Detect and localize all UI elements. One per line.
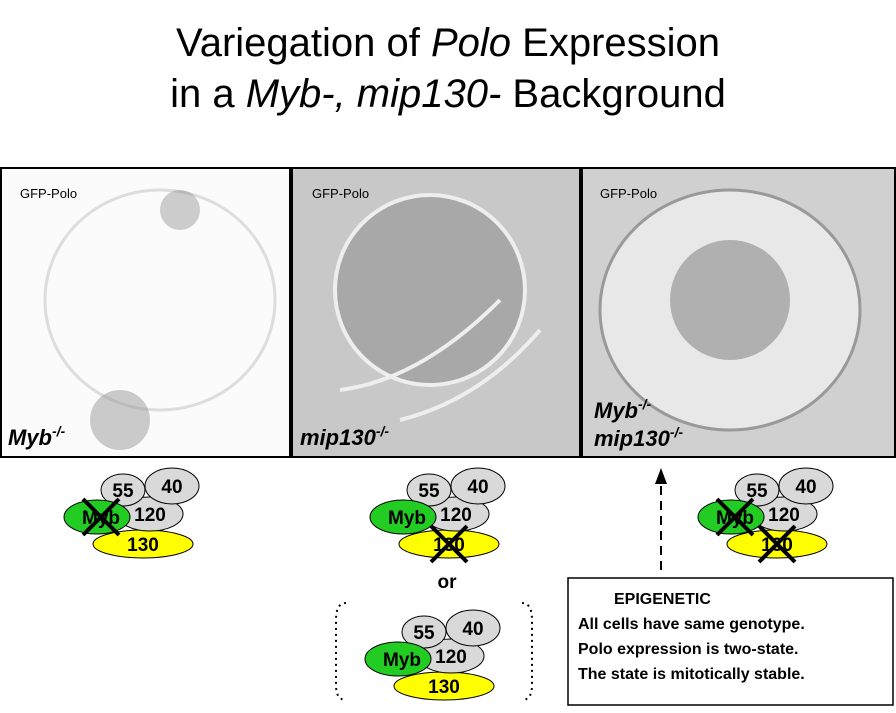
- subunit-label: 40: [161, 477, 182, 498]
- cross: [429, 524, 469, 564]
- subunit: [778, 467, 834, 505]
- panel-label: GFP-Polo: [20, 186, 77, 201]
- subunit: [63, 499, 131, 535]
- subunit: [450, 467, 506, 505]
- panel-2: [291, 167, 581, 458]
- subunit-label: 120: [435, 647, 467, 668]
- cross: [757, 524, 797, 564]
- subunit: [144, 467, 200, 505]
- subunit-label: 40: [462, 619, 483, 640]
- genotype: mip130-/-: [594, 424, 683, 451]
- panel-label: GFP-Polo: [312, 186, 369, 201]
- subunit-label: 55: [746, 481, 768, 502]
- bracket: [335, 602, 347, 701]
- box-line: The state is mitotically stable.: [578, 666, 805, 683]
- epigenetic-box: [567, 577, 894, 706]
- subunit-label: 55: [112, 481, 134, 502]
- title-line-2: in a Myb-, mip130- Background: [170, 72, 726, 116]
- subunit: [369, 499, 437, 535]
- subunit: [364, 641, 432, 677]
- subunit: [697, 499, 765, 535]
- subunit-label: 120: [134, 505, 166, 526]
- box-heading: EPIGENETIC: [614, 591, 711, 608]
- subunit-label: 55: [418, 481, 440, 502]
- subunit-label: 120: [768, 505, 800, 526]
- subunit-label: 120: [440, 505, 472, 526]
- subunit-label: 130: [428, 677, 460, 698]
- box-line: All cells have same genotype.: [578, 616, 805, 633]
- subunit: [445, 609, 501, 647]
- subunit-label: Myb: [388, 508, 426, 529]
- subunit-label: 40: [795, 477, 816, 498]
- bracket: [521, 602, 533, 701]
- panel-1: [0, 167, 291, 458]
- genotype: Myb-/-: [8, 423, 66, 450]
- cross: [81, 497, 121, 537]
- genotype: Myb-/-: [594, 396, 652, 423]
- or-label: or: [438, 572, 458, 593]
- title-line-1: Variegation of Polo Expression: [176, 21, 720, 65]
- subunit-label: Myb: [383, 650, 421, 671]
- panel-3: [581, 167, 896, 458]
- subunit-label: 40: [467, 477, 488, 498]
- panel-label: GFP-Polo: [600, 186, 657, 201]
- subunit-label: 130: [127, 535, 159, 556]
- arrowhead: [655, 468, 667, 484]
- complex: 130 120 40 55 Myb: [364, 609, 501, 701]
- box-line: Polo expression is two-state.: [578, 641, 799, 658]
- genotype: mip130-/-: [300, 423, 389, 450]
- cross: [715, 497, 755, 537]
- subunit-label: 55: [413, 623, 435, 644]
